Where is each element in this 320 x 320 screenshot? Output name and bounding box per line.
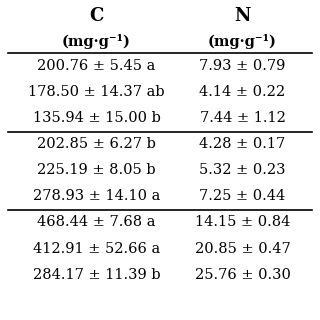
Text: 202.85 ± 6.27 b: 202.85 ± 6.27 b bbox=[37, 138, 156, 151]
Text: 284.17 ± 11.39 b: 284.17 ± 11.39 b bbox=[33, 268, 160, 282]
Text: 7.44 ± 1.12: 7.44 ± 1.12 bbox=[200, 111, 285, 125]
Text: 5.32 ± 0.23: 5.32 ± 0.23 bbox=[199, 164, 286, 178]
Text: N: N bbox=[234, 7, 251, 25]
Text: 4.14 ± 0.22: 4.14 ± 0.22 bbox=[199, 85, 285, 100]
Text: 135.94 ± 15.00 b: 135.94 ± 15.00 b bbox=[33, 111, 161, 125]
Text: 7.25 ± 0.44: 7.25 ± 0.44 bbox=[199, 189, 286, 204]
Text: 4.28 ± 0.17: 4.28 ± 0.17 bbox=[199, 138, 286, 151]
Text: 412.91 ± 52.66 a: 412.91 ± 52.66 a bbox=[33, 242, 160, 255]
Text: 200.76 ± 5.45 a: 200.76 ± 5.45 a bbox=[37, 60, 156, 73]
Text: 468.44 ± 7.68 a: 468.44 ± 7.68 a bbox=[37, 215, 156, 229]
Text: C: C bbox=[89, 7, 104, 25]
Text: (mg·g⁻¹): (mg·g⁻¹) bbox=[62, 34, 131, 49]
Text: 20.85 ± 0.47: 20.85 ± 0.47 bbox=[195, 242, 290, 255]
Text: 278.93 ± 14.10 a: 278.93 ± 14.10 a bbox=[33, 189, 160, 204]
Text: 14.15 ± 0.84: 14.15 ± 0.84 bbox=[195, 215, 290, 229]
Text: 178.50 ± 14.37 ab: 178.50 ± 14.37 ab bbox=[28, 85, 165, 100]
Text: 7.93 ± 0.79: 7.93 ± 0.79 bbox=[199, 60, 286, 73]
Text: 225.19 ± 8.05 b: 225.19 ± 8.05 b bbox=[37, 164, 156, 178]
Text: 25.76 ± 0.30: 25.76 ± 0.30 bbox=[195, 268, 291, 282]
Text: (mg·g⁻¹): (mg·g⁻¹) bbox=[208, 34, 277, 49]
